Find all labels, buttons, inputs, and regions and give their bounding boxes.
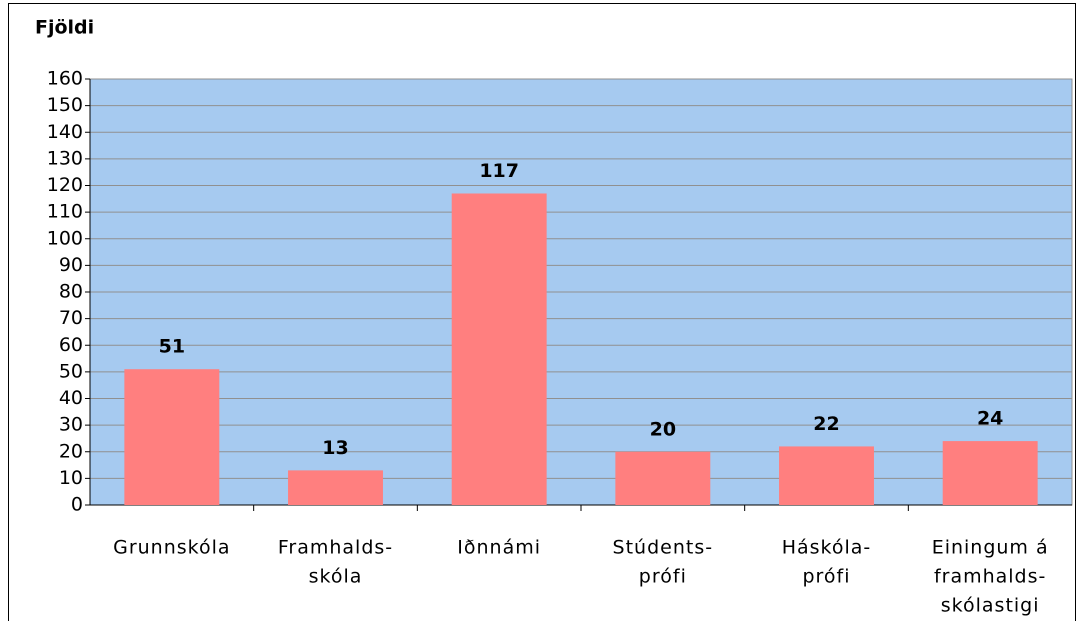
y-tick-label: 10 <box>59 467 83 489</box>
y-tick-label: 40 <box>59 387 83 409</box>
x-tick-label: Einingum á <box>932 537 1049 559</box>
y-tick-label: 160 <box>47 68 83 90</box>
x-tick-label: Stúdents- <box>613 537 714 559</box>
data-label: 24 <box>977 408 1003 430</box>
y-tick-label: 80 <box>59 281 83 303</box>
bar <box>942 441 1038 505</box>
x-tick-label: Háskóla- <box>782 537 872 559</box>
y-tick-label: 0 <box>71 494 83 516</box>
y-tick-label: 150 <box>47 94 83 116</box>
y-tick-label: 110 <box>47 201 83 223</box>
x-tick-label: prófi <box>802 566 850 588</box>
y-tick-label: 120 <box>47 174 83 196</box>
y-tick-label: 70 <box>59 307 83 329</box>
data-label: 22 <box>813 413 839 435</box>
y-tick-label: 60 <box>59 334 83 356</box>
y-tick-label: 30 <box>59 414 83 436</box>
y-tick-label: 130 <box>47 147 83 169</box>
x-tick-label: Grunnskóla <box>113 537 230 559</box>
y-tick-label: 100 <box>47 227 83 249</box>
bar <box>451 193 547 506</box>
x-tick-label: skólastigi <box>941 595 1040 617</box>
y-tick-label: 90 <box>59 254 83 276</box>
data-label: 51 <box>159 336 185 358</box>
data-label: 13 <box>322 437 348 459</box>
bar <box>779 446 874 505</box>
data-label: 20 <box>650 418 676 440</box>
x-tick-label: prófi <box>639 566 687 588</box>
x-tick-label: Iðnnámi <box>457 537 541 559</box>
bar <box>124 369 220 505</box>
chart-title: Fjöldi <box>35 17 94 39</box>
chart-frame <box>8 3 1076 621</box>
y-tick-label: 50 <box>59 360 83 382</box>
x-tick-label: skóla <box>309 566 363 588</box>
data-label: 117 <box>479 160 519 182</box>
y-tick-label: 140 <box>47 121 83 143</box>
x-tick-label: Framhalds- <box>278 537 393 559</box>
bar <box>288 470 383 505</box>
x-tick-label: framhalds- <box>934 566 1046 588</box>
bar <box>615 451 711 505</box>
y-tick-label: 20 <box>59 440 83 462</box>
